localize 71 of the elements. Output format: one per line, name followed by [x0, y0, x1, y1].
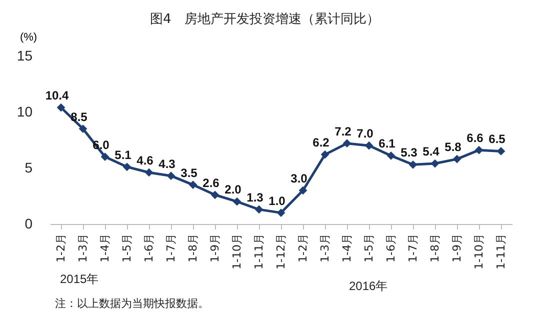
x-tick-label: 1-5月: [362, 234, 376, 262]
point: [342, 139, 352, 148]
text: 6.5: [488, 132, 506, 146]
x-tick-label: 1-8月: [428, 234, 442, 262]
x-tick-label: 1-11月: [494, 234, 508, 270]
x-tick-label: 1-9月: [450, 234, 464, 262]
text: 10.4: [45, 88, 69, 103]
point: [364, 141, 374, 150]
x-tick-label: 1-5月: [120, 234, 134, 262]
point: [496, 147, 506, 156]
text: 5.3: [400, 146, 418, 160]
point: [474, 146, 484, 154]
point: [386, 151, 396, 160]
text: 5.1: [114, 148, 132, 162]
x-tick-label: 1-2月: [54, 234, 68, 262]
chart-title: 图4 房地产开发投资增速（累计同比）: [150, 11, 380, 28]
y-tick-label: 15: [16, 48, 33, 64]
x-tick-label: 1-4月: [340, 234, 354, 262]
point: [408, 160, 418, 169]
text: 2016年: [349, 278, 388, 295]
x-tick-label: 1-7月: [406, 234, 420, 262]
x-tick-label: 1-6月: [142, 234, 156, 262]
text: 1.3: [246, 190, 264, 204]
point: [276, 208, 286, 217]
x-tick-label: 1-8月: [186, 234, 200, 262]
text: 3.5: [180, 166, 198, 180]
text: 8.5: [70, 110, 88, 124]
point: [254, 205, 264, 214]
point: [78, 124, 88, 133]
x-tick-label: 1-2月: [296, 234, 310, 262]
point: [452, 154, 462, 164]
text: 7.0: [356, 126, 374, 141]
text: 6.1: [378, 136, 396, 151]
text: 6.2: [312, 136, 330, 150]
text: 4.6: [136, 153, 154, 168]
x-tick-label: 1-11月: [252, 234, 266, 270]
y-axis-title: (%): [20, 32, 38, 44]
point: [144, 168, 154, 177]
x-tick-label: 1-7月: [164, 234, 178, 262]
y-tick-label: 5: [24, 160, 33, 176]
x-tick-label: 1-9月: [208, 234, 222, 262]
x-tick-label: 1-10月: [230, 234, 244, 270]
text: 5.4: [422, 144, 440, 159]
text: 6.6: [466, 131, 484, 146]
point: [122, 162, 132, 172]
point: [298, 186, 308, 195]
text: 注：以上数据为当期快报数据。: [55, 296, 209, 311]
text: 3.0: [290, 171, 308, 186]
point: [188, 180, 198, 189]
point: [232, 197, 242, 206]
x-tick-label: 1-3月: [76, 234, 90, 262]
text: 4.3: [158, 156, 176, 171]
point: [100, 152, 110, 161]
text: 1.0: [268, 194, 286, 208]
point: [210, 190, 220, 200]
point: [320, 150, 330, 159]
point: [430, 159, 440, 168]
y-tick-label: 0: [24, 216, 33, 232]
y-tick-label: 10: [16, 104, 33, 120]
x-tick-label: 1-12月: [274, 234, 288, 270]
text: 2.6: [202, 176, 220, 190]
text: 2015年: [60, 271, 99, 288]
x-tick-label: 1-3月: [318, 234, 332, 262]
text: 5.8: [444, 140, 462, 154]
text: 2.0: [224, 182, 242, 197]
text: 7.2: [334, 124, 352, 138]
point: [166, 172, 176, 180]
point: [56, 103, 66, 112]
x-tick-label: 1-6月: [384, 234, 398, 262]
x-tick-label: 1-10月: [472, 234, 486, 270]
x-tick-label: 1-4月: [98, 234, 112, 262]
